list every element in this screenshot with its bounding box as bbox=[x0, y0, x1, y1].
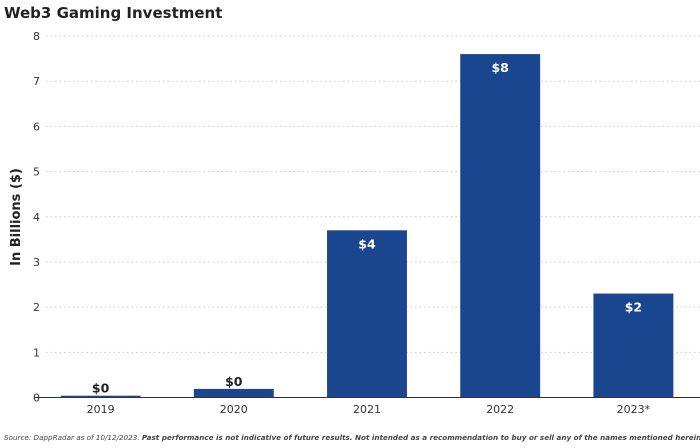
y-tick-label-8: 8 bbox=[33, 30, 40, 43]
bar-2019 bbox=[60, 395, 141, 398]
bars: $0 $0 $4 $8 $2 bbox=[60, 54, 674, 398]
data-label-2020: $0 bbox=[225, 374, 243, 389]
y-axis-ticks: 012345678 bbox=[33, 30, 40, 405]
disclaimer-text: Past performance is not indicative of fu… bbox=[141, 433, 700, 442]
y-tick-label-5: 5 bbox=[33, 166, 40, 179]
x-tick-label-2020: 2020 bbox=[220, 403, 248, 416]
source-text: Source: DappRadar as of 10/12/2023. bbox=[4, 433, 140, 442]
y-tick-label-4: 4 bbox=[33, 211, 40, 224]
x-tick-label-2023*: 2023* bbox=[617, 403, 651, 416]
data-label-2023*: $2 bbox=[625, 300, 642, 315]
y-tick-label-7: 7 bbox=[33, 75, 40, 88]
data-label-2019: $0 bbox=[92, 381, 110, 396]
x-axis-ticks: 2019 2020 2021 2022 2023* bbox=[87, 403, 651, 416]
y-tick-label-2: 2 bbox=[33, 301, 40, 314]
y-axis-label: In Billions ($) bbox=[9, 168, 24, 266]
x-tick-label-2022: 2022 bbox=[486, 403, 514, 416]
bar-2020 bbox=[193, 388, 274, 398]
source-footnote: Source: DappRadar as of 10/12/2023. Past… bbox=[4, 433, 700, 442]
data-label-2021: $4 bbox=[358, 236, 376, 251]
chart-title: Web3 Gaming Investment bbox=[4, 4, 223, 22]
bar-2023* bbox=[593, 293, 674, 398]
y-tick-label-1: 1 bbox=[33, 346, 40, 359]
x-tick-label-2019: 2019 bbox=[87, 403, 115, 416]
bar-2022 bbox=[460, 54, 541, 398]
data-label-2022: $8 bbox=[491, 60, 508, 75]
bar-2021 bbox=[327, 230, 407, 398]
y-tick-label-3: 3 bbox=[33, 256, 40, 269]
x-tick-label-2021: 2021 bbox=[353, 403, 381, 416]
gridlines bbox=[46, 35, 700, 353]
y-tick-label-6: 6 bbox=[33, 120, 40, 133]
